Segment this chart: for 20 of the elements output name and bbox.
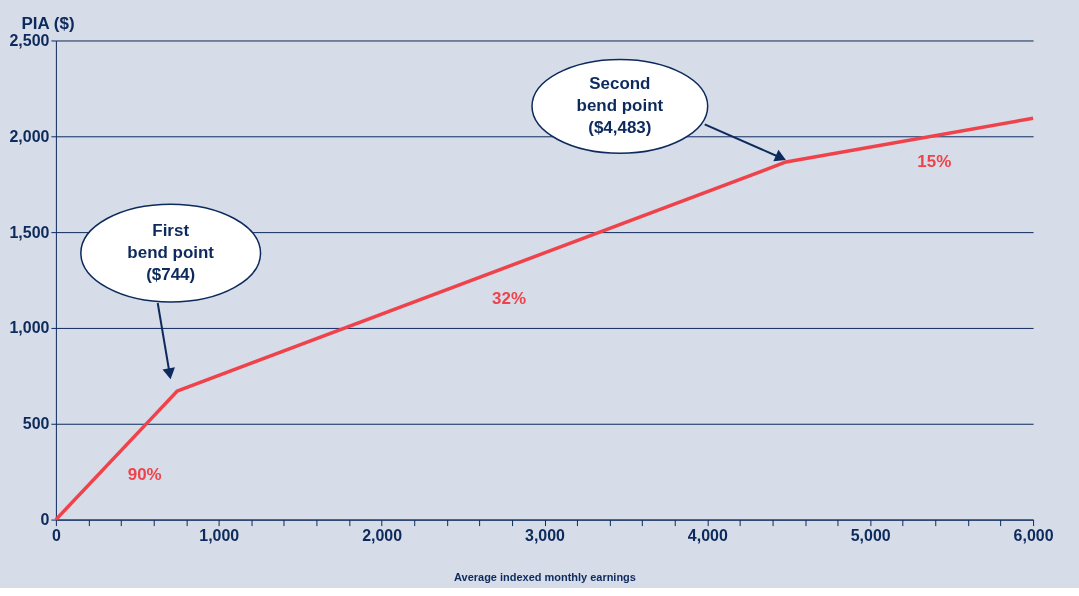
annotation: 90% — [127, 464, 162, 484]
y-tick-label: 1,500 — [9, 223, 50, 241]
y-tick-label: 2,500 — [9, 31, 50, 49]
x-tick-label: 0 — [51, 527, 61, 545]
x-tick-label: 3,000 — [525, 527, 566, 545]
y-tick-label: 2,000 — [9, 127, 50, 145]
x-axis-title: Average indexed monthly earnings — [454, 570, 636, 583]
x-tick-label: 1,000 — [199, 527, 240, 545]
y-tick-label: 0 — [40, 511, 50, 529]
y-tick-label: 500 — [22, 415, 50, 433]
x-tick-label: 2,000 — [362, 527, 403, 545]
y-tick-label: 1,000 — [9, 319, 50, 337]
y-axis-title: PIA ($) — [21, 13, 75, 33]
annotation: 15% — [917, 152, 952, 172]
x-tick-label: 4,000 — [687, 527, 728, 545]
x-tick-label: 5,000 — [850, 527, 891, 545]
x-tick-label: 6,000 — [1013, 527, 1054, 545]
annotation: 32% — [492, 288, 527, 308]
annotation: First bend point ($744) — [127, 221, 215, 285]
annotation: Second bend point ($4,483) — [576, 74, 664, 138]
